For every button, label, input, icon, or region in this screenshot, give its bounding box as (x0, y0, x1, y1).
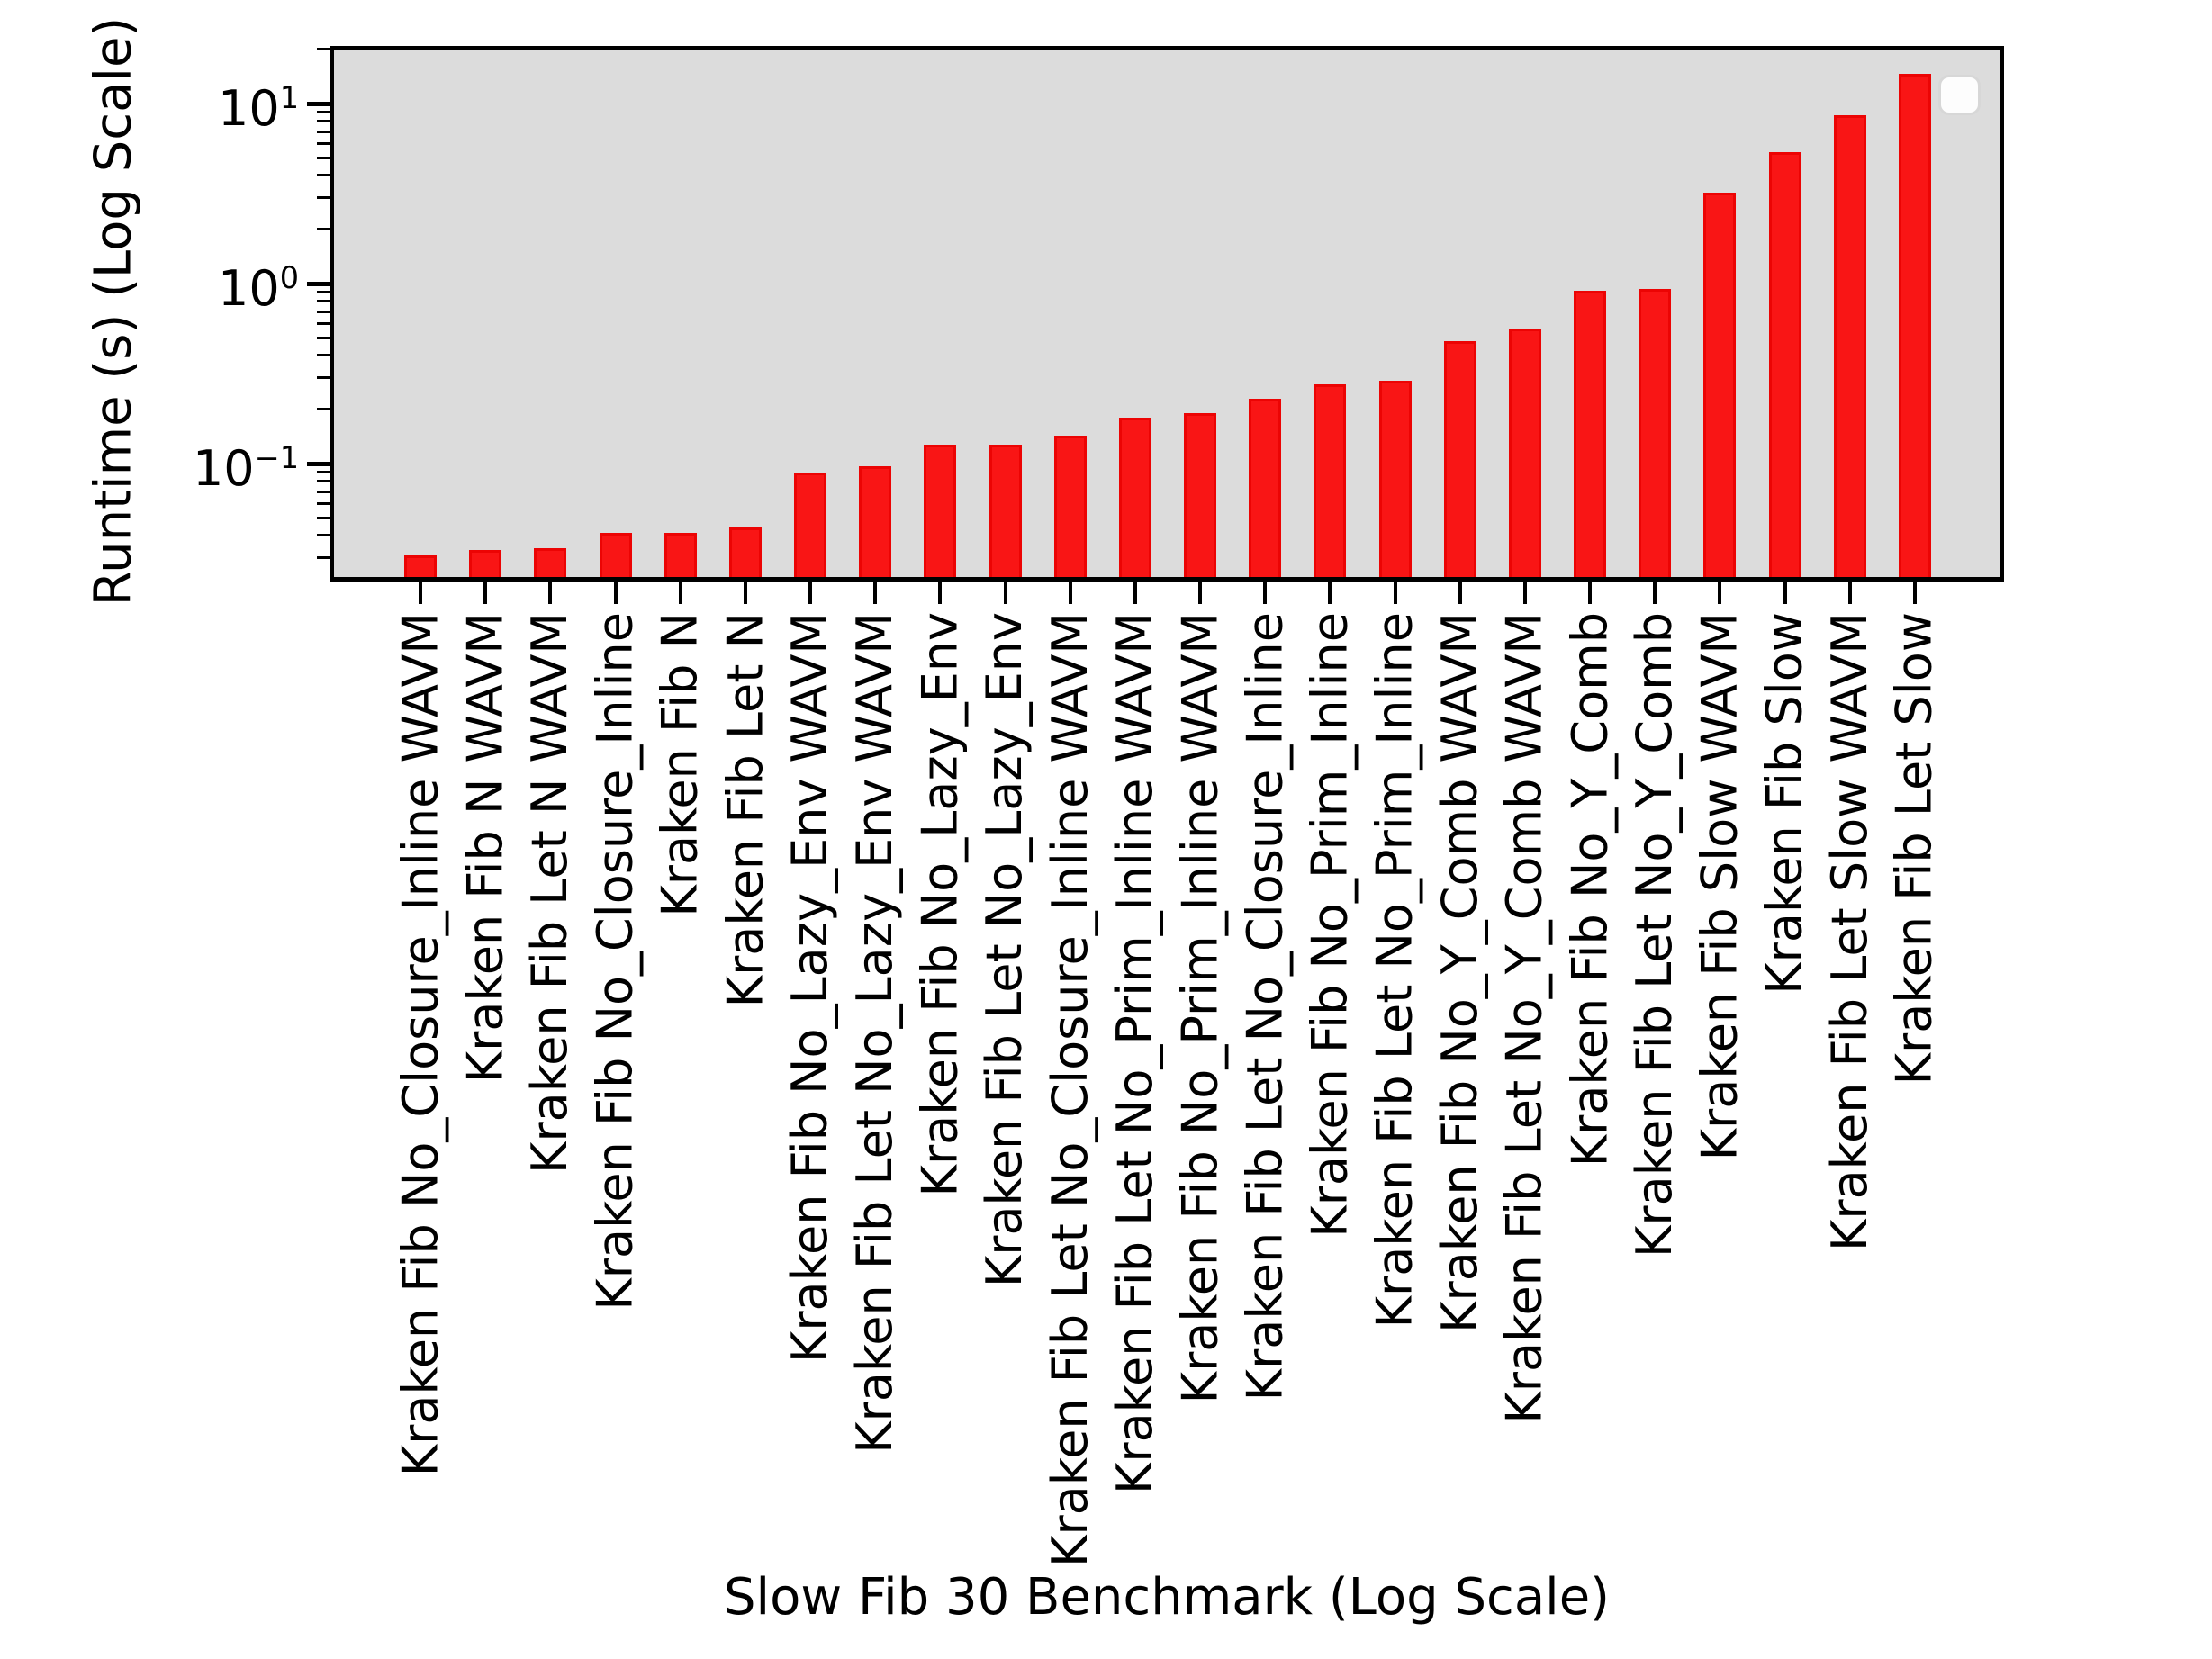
y-major-tick (307, 101, 330, 106)
bar (1184, 413, 1216, 577)
y-minor-tick (317, 299, 330, 302)
y-minor-tick (317, 501, 330, 505)
bar (599, 533, 632, 577)
x-tick (548, 582, 553, 604)
y-minor-tick (317, 321, 330, 325)
bar (534, 547, 567, 577)
y-minor-tick (317, 470, 330, 473)
y-tick-label: 10−1 (192, 440, 299, 497)
x-tick (419, 582, 422, 604)
x-tick (1847, 582, 1852, 604)
x-tick (678, 582, 682, 604)
bar (1053, 435, 1087, 577)
bar (1703, 193, 1737, 577)
y-minor-tick (317, 310, 330, 313)
bar (924, 445, 957, 577)
y-minor-tick (317, 516, 330, 519)
y-tick-label: 100 (217, 260, 299, 317)
x-tick (743, 582, 747, 604)
y-minor-tick (317, 174, 330, 177)
y-minor-tick (317, 130, 330, 133)
x-axis-title: Slow Fib 30 Benchmark (Log Scale) (723, 1568, 1611, 1627)
bar (989, 444, 1022, 577)
bar (664, 533, 697, 577)
y-tick-label: 101 (217, 80, 299, 137)
plot-area (330, 46, 2004, 582)
x-tick (1328, 582, 1332, 604)
x-tick (483, 582, 488, 604)
x-tick (1718, 582, 1722, 604)
y-minor-tick (317, 408, 330, 411)
y-minor-tick (317, 119, 330, 122)
bar (1118, 417, 1151, 577)
bar (404, 555, 437, 577)
bar (1574, 291, 1607, 577)
y-minor-tick (317, 290, 330, 293)
x-tick (808, 582, 812, 604)
x-tick (1912, 582, 1917, 604)
y-minor-tick (317, 156, 330, 159)
y-minor-tick (317, 110, 330, 113)
x-tick (1653, 582, 1657, 604)
x-tick (1522, 582, 1527, 604)
bar (1898, 73, 1931, 577)
y-minor-tick (317, 354, 330, 357)
bar (469, 550, 502, 577)
y-minor-tick (317, 556, 330, 560)
y-minor-tick (317, 376, 330, 380)
x-tick (1003, 582, 1007, 604)
y-minor-tick (317, 490, 330, 493)
y-minor-tick (317, 336, 330, 339)
y-minor-tick (317, 48, 330, 51)
bar (1639, 289, 1672, 577)
y-minor-tick (317, 228, 330, 231)
x-tick (1263, 582, 1268, 604)
x-tick (1068, 582, 1072, 604)
y-major-tick (307, 461, 330, 466)
x-tick (1393, 582, 1397, 604)
bar (1508, 329, 1541, 577)
bar (1249, 398, 1282, 577)
x-tick (613, 582, 618, 604)
bar (1833, 115, 1866, 577)
x-tick (1588, 582, 1593, 604)
x-tick (938, 582, 943, 604)
bar (728, 527, 762, 577)
x-tick (1458, 582, 1462, 604)
bar (1768, 151, 1801, 577)
y-minor-tick (317, 196, 330, 200)
x-tick (873, 582, 878, 604)
y-major-tick (307, 281, 330, 286)
x-tick (1783, 582, 1787, 604)
bar (1443, 340, 1476, 577)
bar (794, 473, 826, 577)
y-axis-title: Runtime (s) (Log Scale) (84, 16, 143, 607)
x-tick (1133, 582, 1137, 604)
x-tick (1198, 582, 1202, 604)
bar (1314, 384, 1347, 577)
y-minor-tick (317, 141, 330, 145)
y-minor-tick (317, 534, 330, 537)
bar (1378, 380, 1412, 577)
y-minor-tick (317, 479, 330, 482)
legend-box (1938, 75, 1981, 115)
bar (859, 465, 892, 577)
